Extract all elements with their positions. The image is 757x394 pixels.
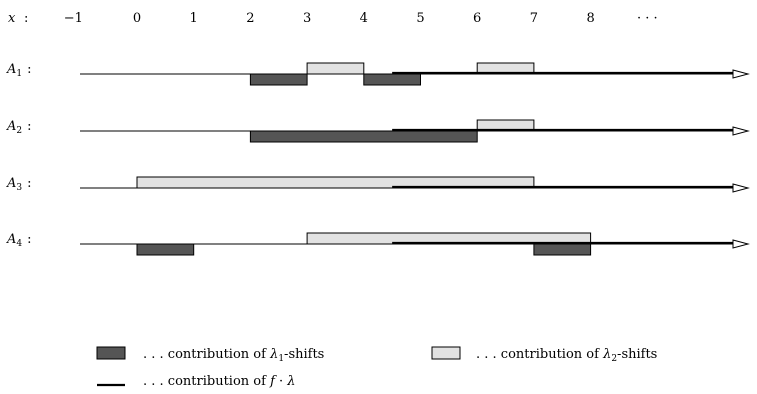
x-tick-label: 4 xyxy=(360,11,368,26)
legend-dark-item: . . . contribution of λ1-shifts xyxy=(96,346,324,364)
legend-light-swatch xyxy=(431,346,461,360)
lambda2-shift-bar xyxy=(306,62,365,75)
arrow-head-icon xyxy=(732,183,750,193)
rows: A1: A2: A3: A4: xyxy=(6,62,750,256)
x-tick-label: 8 xyxy=(586,11,594,26)
row-label: A4: xyxy=(6,232,32,249)
legend-dark-swatch xyxy=(96,346,126,360)
row-label: A3: xyxy=(6,176,32,193)
lambda1-shift-bar xyxy=(136,243,195,256)
legend-light-item: . . . contribution of λ2-shifts xyxy=(431,346,657,364)
lambda1-shift-bar xyxy=(249,73,308,86)
legend: . . . contribution of λ1-shifts . . . co… xyxy=(96,346,657,389)
x-tick-label: 3 xyxy=(303,11,311,26)
x-tick-label: 2 xyxy=(246,11,254,26)
x-axis-variable: x xyxy=(8,11,16,26)
arrow-head-icon xyxy=(732,69,750,79)
legend-line-item: . . . contribution of f · λ xyxy=(97,374,296,389)
legend-light-text: . . . contribution of λ2-shifts xyxy=(476,347,657,364)
row-label: A2: xyxy=(6,119,32,136)
row-label: A1: xyxy=(6,62,32,79)
x-tick-label: 6 xyxy=(473,11,481,26)
x-tick-label: 1 xyxy=(190,11,198,26)
arrow-head-icon xyxy=(732,126,750,136)
row-A4: A4: xyxy=(6,232,750,256)
row-A2: A2: xyxy=(6,119,750,143)
x-axis-header: x : −1 0 1 2 3 4 5 6 7 8 · · · xyxy=(8,11,658,26)
x-axis-separator: : xyxy=(24,11,28,26)
arrow-head-icon xyxy=(732,239,750,249)
x-tick-label: 0 xyxy=(133,11,141,26)
lambda1-shift-bar xyxy=(363,73,421,86)
x-tick-label: · · · xyxy=(637,11,658,26)
row-A3: A3: xyxy=(6,176,750,193)
x-tick-labels: −1 0 1 2 3 4 5 6 7 8 · · · xyxy=(64,11,658,26)
legend-line-text: . . . contribution of f · λ xyxy=(143,374,296,389)
x-tick-label: 5 xyxy=(416,11,424,26)
lambda1-shift-bar xyxy=(249,130,478,143)
x-tick-label: 7 xyxy=(530,11,538,26)
row-A1: A1: xyxy=(6,62,750,86)
lambda1-shift-bar xyxy=(533,243,592,256)
x-tick-label: −1 xyxy=(64,11,83,26)
legend-dark-text: . . . contribution of λ1-shifts xyxy=(143,347,324,364)
